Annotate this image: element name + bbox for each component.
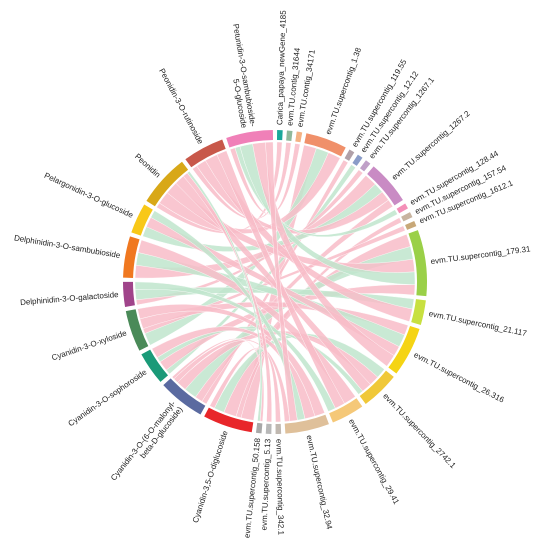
sector-arc [146, 161, 189, 207]
sector-arc [284, 414, 329, 434]
sector-label: evm.TU.supercontig_342.1 [274, 439, 285, 536]
sector-arc [226, 130, 274, 148]
sector-arc [204, 407, 254, 433]
ribbon [216, 150, 345, 409]
sector-label: evm.TU.supercontig_2742.1 [381, 392, 458, 471]
sector-arc [131, 204, 153, 236]
sector-label: evm.TU.supercontig_29.41 [347, 417, 401, 506]
sector-arc [123, 281, 135, 307]
sector-label: Delphinidin-3-O-galactoside [20, 290, 120, 307]
sector-label: Peonidin [133, 152, 162, 180]
sector-arc [367, 166, 403, 206]
sector-arc [255, 422, 263, 434]
ribbon [173, 339, 290, 422]
sector-arc [388, 325, 420, 374]
ribbon [234, 146, 398, 238]
sector-label: Cyanidin-3,5-O-diglucoside [191, 429, 230, 524]
sector-arc [329, 398, 363, 423]
sector-label: Pelargonidin-3-O-glucoside [43, 171, 135, 220]
ribbon [205, 154, 413, 322]
sector-label: Petunidin-3-O-sambubioside-5-O-glucoside [222, 23, 258, 129]
sector-label: evm.TU.supercontig_32.94 [305, 434, 334, 530]
sector-arc [405, 221, 417, 230]
sector-arc [265, 423, 272, 434]
ribbon [183, 172, 272, 423]
sector-arc [185, 139, 226, 168]
sector-arc [276, 130, 283, 141]
sector-label: evm.TU.supercontig_1.38 [324, 46, 364, 136]
sector-arc [163, 378, 206, 415]
sector-arc [396, 203, 408, 214]
sector-arc [401, 212, 413, 222]
sector-arc [141, 349, 169, 382]
ribbon [195, 199, 394, 402]
ribbon [265, 141, 298, 422]
ribbons [134, 141, 416, 423]
sector-arc [408, 230, 427, 297]
sector-arc [344, 149, 355, 161]
sector-arc [123, 236, 140, 278]
sector-label: Cyanidin-3-O-xyloside [50, 328, 128, 362]
sector-label: Delphinidin-3-O-sambubioside [13, 233, 121, 260]
sector-label: Cyanidin-3-O-(6-O-malonyl-beta-D-glucosi… [109, 399, 185, 488]
sector-label: Peonidin-3-O-rutinoside [157, 67, 205, 146]
sector-arc [304, 133, 346, 157]
sector-label: evm.TU.supercontig_21.117 [428, 309, 528, 338]
ribbon [165, 164, 356, 375]
sector-arc [295, 131, 303, 143]
sector-arc [275, 423, 282, 434]
sector-label: Carica_papaya_newGene_4185 [275, 10, 288, 126]
ribbon [187, 170, 263, 422]
sector-label: evm.TU.supercontig_5.13 [260, 438, 273, 530]
sector-arc [125, 309, 149, 351]
sector-arc [359, 160, 371, 172]
ribbon [252, 142, 395, 367]
sector-arc [286, 130, 293, 141]
ribbon [235, 217, 402, 419]
sector-arc [359, 370, 394, 404]
sector-arc [411, 299, 426, 325]
sector-label: evm.TU.supercontig_179.31 [430, 244, 531, 266]
sector-label: Cyanidin-3-O-sophoroside [67, 367, 149, 428]
sector-label: evm.TU.supercontig_26.316 [412, 350, 506, 405]
sector-arc [352, 154, 363, 166]
